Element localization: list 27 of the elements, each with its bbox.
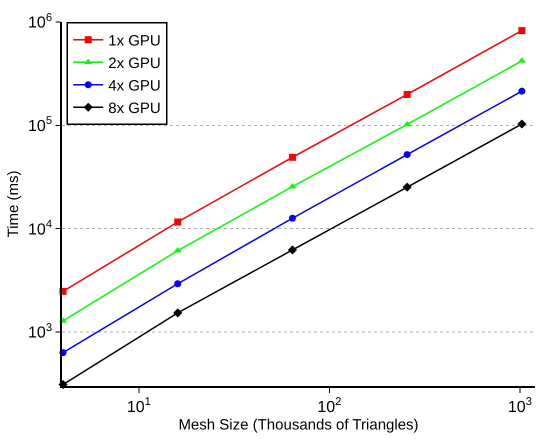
point	[517, 119, 526, 129]
point	[404, 151, 411, 158]
y-tick-label: 10$^{3}$	[28, 322, 52, 342]
point	[518, 27, 526, 34]
y-tick-label: 10$^{6}$	[28, 12, 52, 32]
point	[173, 308, 182, 318]
point	[288, 154, 296, 161]
y-tick-label: 10$^{4}$	[28, 218, 52, 238]
y-axis-title: Time (ms)	[4, 170, 22, 238]
point	[174, 280, 182, 288]
y-tick-label: 10$^{5}$	[28, 115, 52, 135]
point	[404, 90, 411, 98]
point	[402, 182, 412, 192]
legend-label: 2x GPU	[108, 55, 161, 72]
point	[403, 120, 412, 126]
x-tick-label: 10$^{1}$	[126, 396, 151, 416]
x-axis-title: Mesh Size (Thousands of Triangles)	[178, 416, 419, 434]
legend-label: 4x GPU	[108, 78, 161, 95]
point	[174, 218, 182, 226]
point	[288, 245, 298, 255]
point	[288, 214, 296, 222]
point	[518, 88, 526, 95]
point	[518, 57, 526, 63]
legend-label: 1x GPU	[108, 32, 161, 50]
x-tick-label: 10$^{2}$	[317, 396, 342, 416]
legend-label: 8x GPU	[108, 100, 161, 118]
x-tick-label: 10$^{3}$	[508, 396, 532, 416]
